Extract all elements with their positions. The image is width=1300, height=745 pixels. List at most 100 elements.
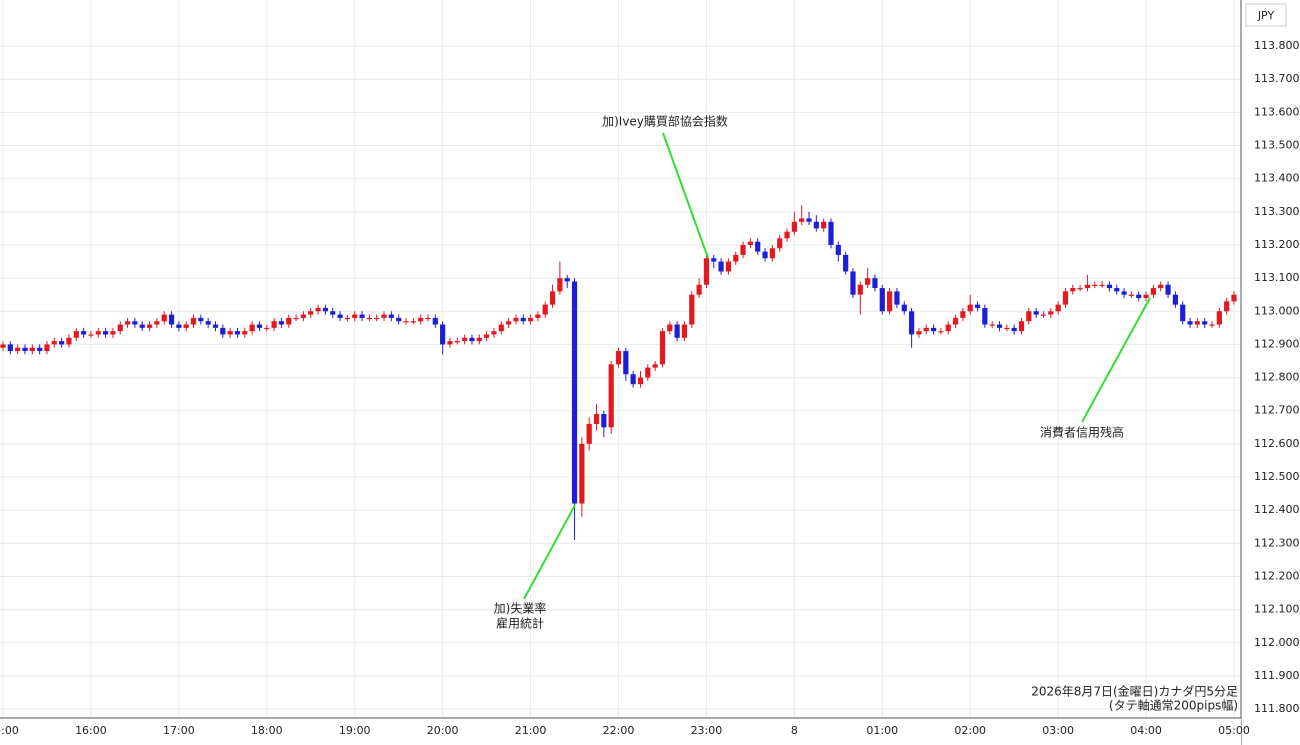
candle-body [432,317,438,325]
y-tick-label: 113.200 [1254,238,1300,251]
candle-body [1040,314,1047,316]
candle-body [945,324,951,332]
candle-body [73,331,79,338]
candle-body [689,294,695,325]
x-tick-label: 16:00 [75,724,107,737]
candle-body [381,314,387,318]
candle-body [1026,311,1032,322]
candle-body [762,251,768,259]
candle-body [938,331,944,333]
annotation-text: 雇用統計 [496,616,544,631]
y-tick-label: 112.300 [1254,536,1300,549]
candle-body [923,327,929,332]
candle-body [117,324,123,332]
y-tick-label: 112.900 [1254,337,1300,350]
candle-body [791,221,797,232]
candle-body [571,281,578,504]
candle-body [821,221,827,229]
candle-body [1062,291,1069,305]
x-tick-label: 22:00 [603,724,635,737]
x-tick-label: 8 [791,724,798,737]
candle-body [989,324,995,326]
candle-body [132,321,138,325]
x-tick-label: 01:00 [866,724,898,737]
y-tick-label: 112.600 [1254,437,1300,450]
y-tick-label: 112.400 [1254,503,1300,516]
candle-body [952,317,959,325]
candle-body [703,258,710,285]
candle-body [1033,311,1039,315]
candle-body [637,377,644,385]
candle-body [190,317,197,325]
x-tick-label: 17:00 [163,724,195,737]
candle-body [491,331,497,335]
chart-note: (タテ軸通常200pips幅) [1109,698,1238,713]
candle-body [982,307,988,325]
y-tick-label: 113.300 [1254,205,1300,218]
candle-body [799,218,805,222]
candle-body [300,314,307,318]
candle-body [872,278,878,289]
candle-body [769,248,775,259]
candle-body [410,321,416,323]
y-tick-label: 113.600 [1254,105,1300,118]
candle-body [843,254,849,272]
candle-body [1150,288,1156,295]
y-tick-label: 111.800 [1254,702,1300,715]
candle-body [747,241,753,245]
candle-body [440,324,446,345]
candle-body [51,341,57,345]
candle-body [960,311,966,318]
candle-body [579,443,585,504]
x-tick-label: 21:00 [515,724,547,737]
annotation-text: 加)失業率 [494,601,547,616]
candle-body [278,321,285,325]
candle-body [667,324,673,332]
candle-body [205,321,211,325]
y-tick-label: 111.900 [1254,669,1300,682]
candle-body [659,331,666,365]
grid [0,0,1241,718]
candle-body [520,317,526,322]
annotation-line [523,504,576,600]
candle-body [183,324,189,328]
candle-body [22,347,28,352]
candle-body [110,331,116,335]
candle-body [234,331,241,335]
unit-box [1245,3,1287,27]
candle-body [564,278,570,282]
candle-body [337,314,343,318]
candle-body [425,317,431,320]
candle-body [1194,321,1200,325]
candle-body [1158,284,1164,289]
candle-body [1172,294,1178,305]
candle-body [95,331,101,335]
candle-body [615,351,622,365]
candle-body [388,314,394,318]
candle-body [1143,294,1149,299]
axes: 111.800 111.900 112.000 112.100 112.200 112.3… [0,39,1300,737]
candle-body [352,314,358,318]
candle-body [1077,288,1083,290]
candle-body [396,317,402,322]
annotation-line [1081,297,1151,423]
candle-body [623,351,629,375]
candles [0,205,1237,540]
candle-body [1004,327,1010,330]
y-tick-label: 112.700 [1254,404,1300,417]
candle-body [7,344,13,352]
x-tick-label: 15:00 [0,724,19,737]
y-axis-panel [1241,0,1300,745]
y-tick-label: 112.200 [1254,569,1300,582]
candle-body [37,347,43,352]
candle-body [88,334,94,336]
candle-body [1084,284,1091,289]
candle-body [1231,294,1237,302]
candle-body [850,271,856,295]
x-tick-label: 19:00 [339,724,371,737]
candle-body [586,423,592,444]
candle-body [733,254,739,262]
